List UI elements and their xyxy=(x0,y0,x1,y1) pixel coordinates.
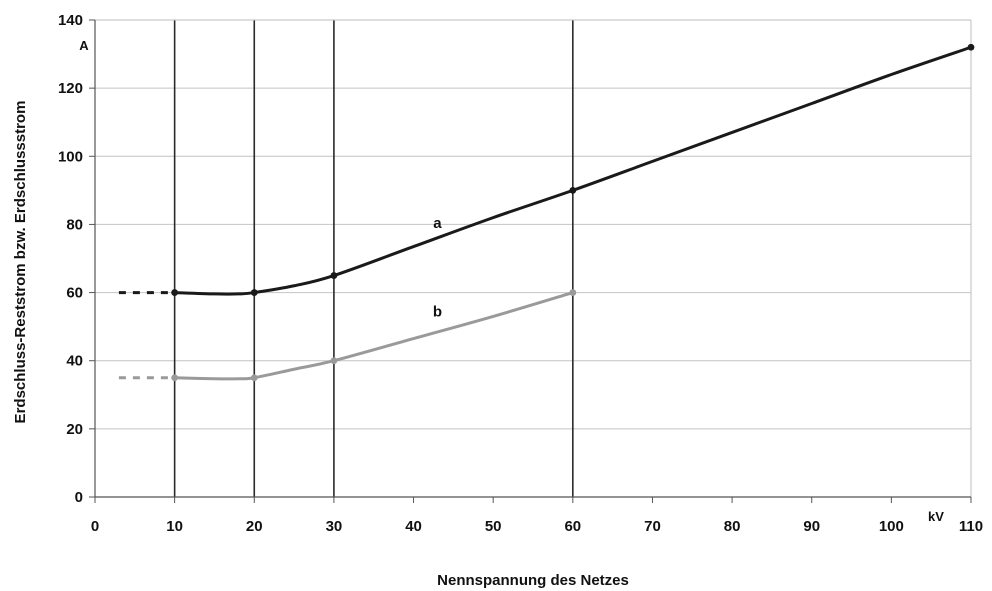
y-tick-label: 20 xyxy=(66,421,83,438)
y-tick-label: 120 xyxy=(58,80,83,97)
x-tick-label: 20 xyxy=(246,518,263,535)
tick-labels: 0 20 40 60 80 100 120 140 0 10 20 30 40 50 60 70 80 90 100… xyxy=(58,12,983,535)
y-axis-title: Erdschluss-Reststrom bzw. Erdschlussstro… xyxy=(12,101,29,424)
y-unit-label: A xyxy=(79,38,89,53)
series-b-point xyxy=(171,374,179,382)
x-tick-label: 100 xyxy=(879,518,904,535)
curve-label-a: a xyxy=(433,215,442,232)
y-tick-label: 40 xyxy=(66,353,83,370)
y-tick-label: 60 xyxy=(66,285,83,302)
x-tick-label: 40 xyxy=(405,518,422,535)
x-tick-label: 90 xyxy=(803,518,820,535)
series-group xyxy=(118,43,975,382)
x-tick-label: 50 xyxy=(485,518,502,535)
series-a-point xyxy=(569,186,577,194)
series-a-point xyxy=(171,289,179,296)
x-tick-label: 0 xyxy=(91,518,99,535)
y-tick-label: 100 xyxy=(58,148,83,165)
x-tick-label: 70 xyxy=(644,518,661,535)
x-tick-label: 110 xyxy=(959,518,983,535)
series-a-point xyxy=(250,289,258,296)
series-a-point xyxy=(967,43,975,51)
series-b-point xyxy=(250,374,258,382)
axes xyxy=(89,19,972,503)
curve-labels: ab xyxy=(433,215,442,321)
series-b-point xyxy=(569,289,577,296)
series-b-line xyxy=(173,291,575,381)
y-tick-label: 140 xyxy=(58,12,83,29)
x-axis-title: Nennspannung des Netzes xyxy=(437,572,629,589)
series-b-point xyxy=(330,357,338,365)
x-tick-label: 80 xyxy=(724,518,741,535)
reference-lines xyxy=(173,20,574,497)
x-unit-label: kV xyxy=(928,509,944,524)
series-a-point xyxy=(330,272,338,279)
grid xyxy=(95,19,971,430)
y-tick-label: 80 xyxy=(66,216,83,233)
curve-label-b: b xyxy=(433,303,442,320)
x-tick-label: 30 xyxy=(326,518,343,535)
x-tick-label: 60 xyxy=(564,518,581,535)
x-tick-label: 10 xyxy=(166,518,183,535)
y-tick-label: 0 xyxy=(75,489,83,506)
series-a-line xyxy=(173,45,973,296)
